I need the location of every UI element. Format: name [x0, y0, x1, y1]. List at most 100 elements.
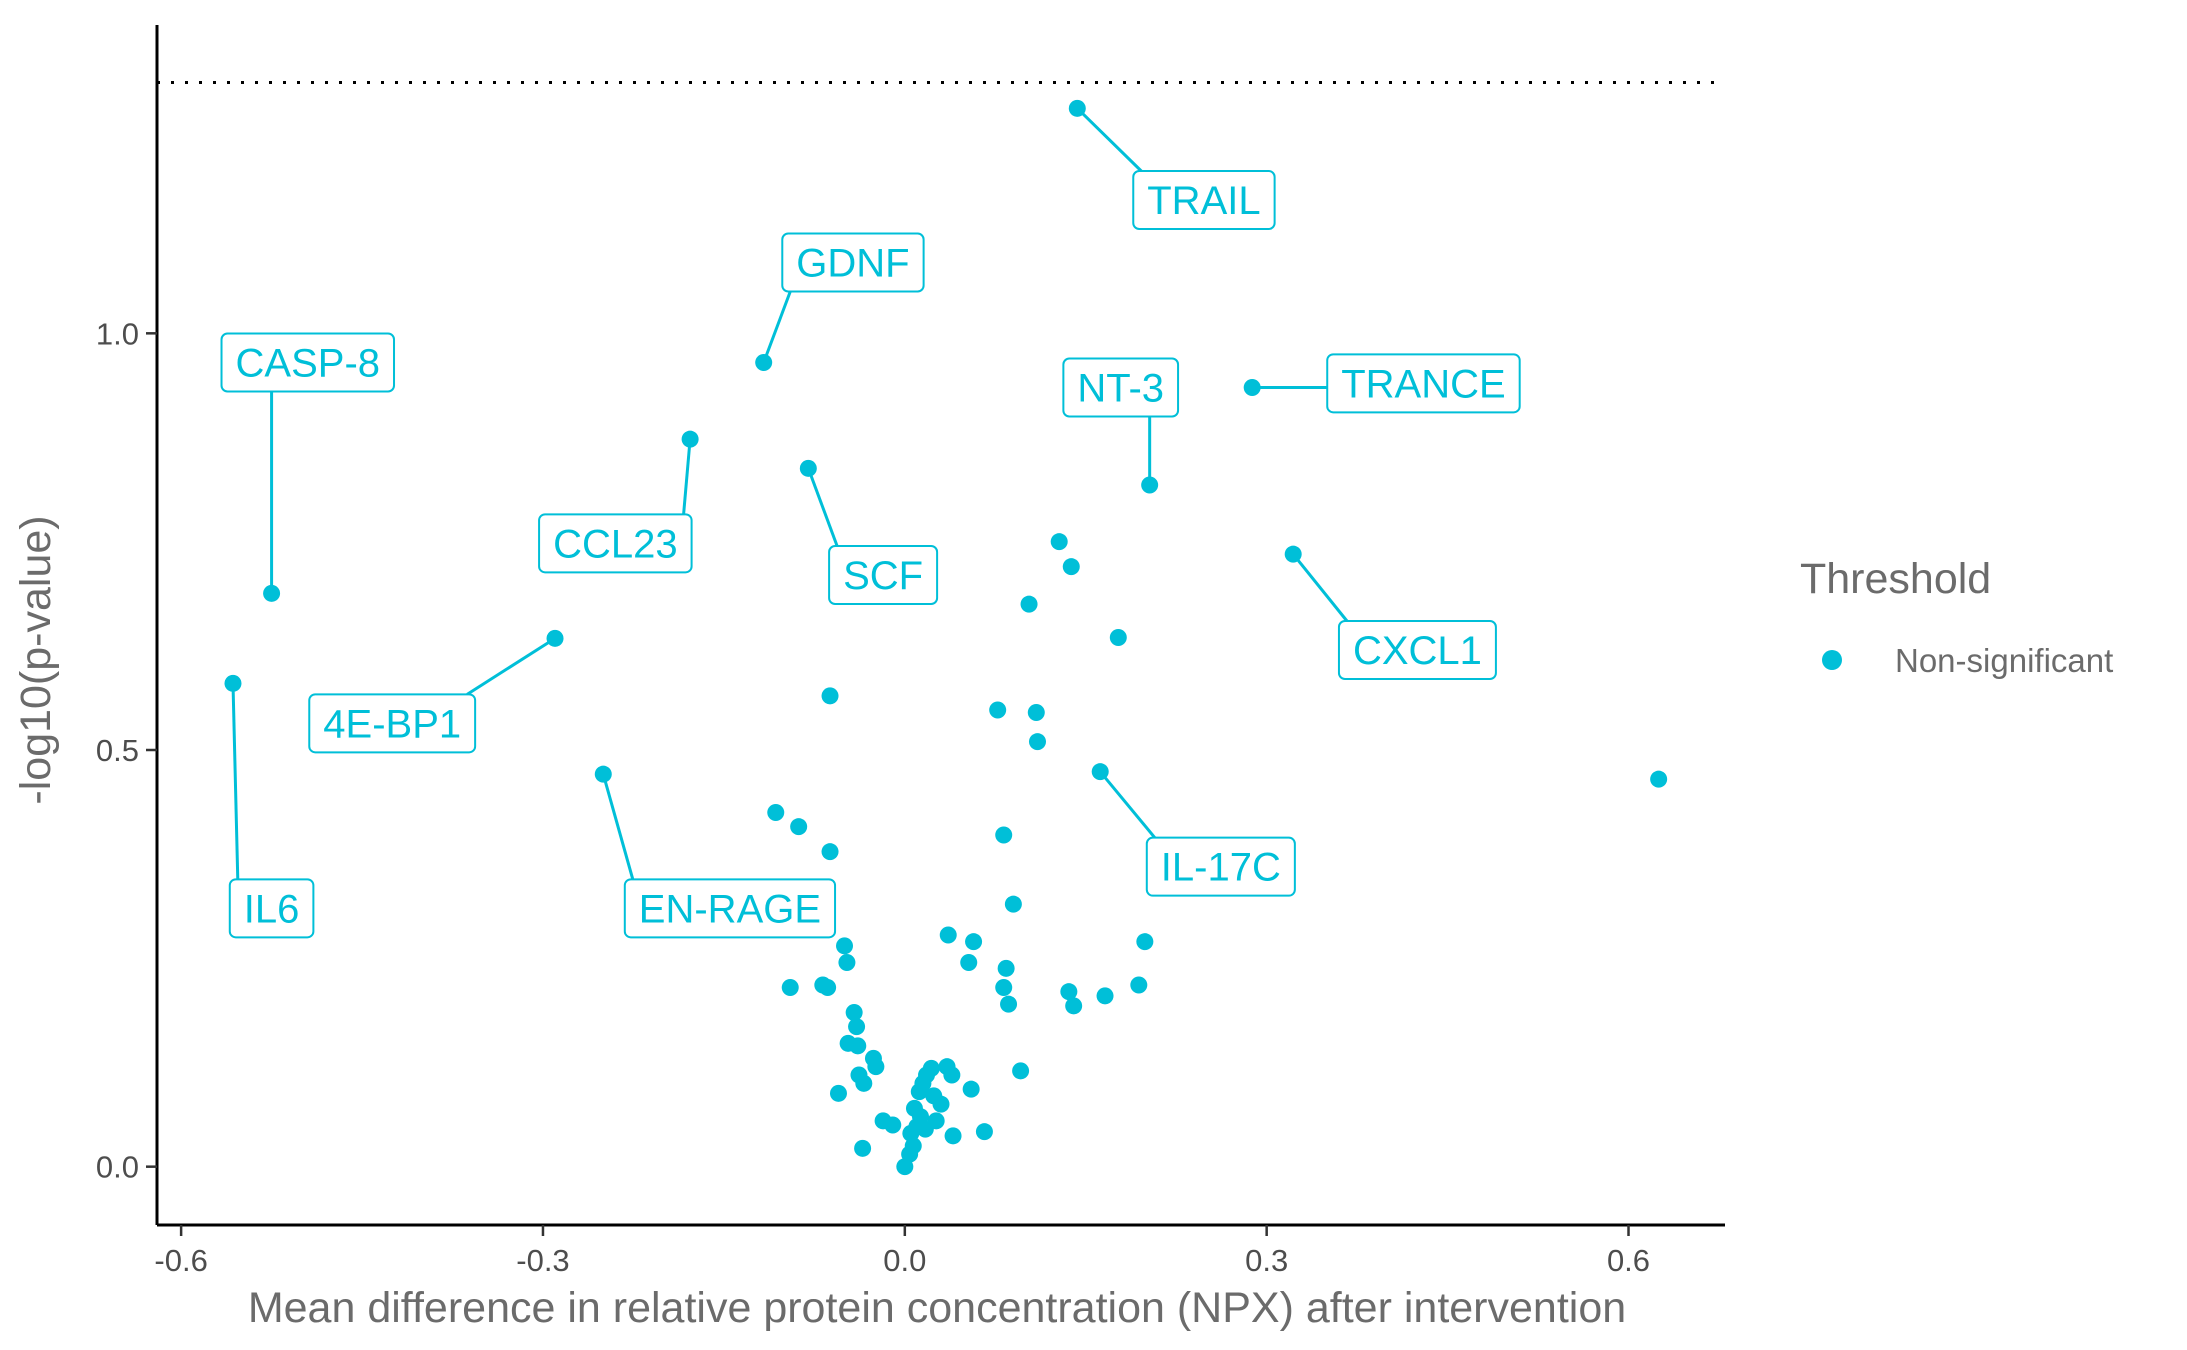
point-label-il-17c: IL-17C [1145, 836, 1296, 897]
data-point [224, 674, 242, 692]
legend-key-non-significant [1822, 650, 1842, 670]
label-connectors [231, 107, 1349, 880]
label-text: EN-RAGE [639, 887, 821, 931]
data-point [975, 1123, 993, 1141]
label-connector [806, 467, 839, 547]
data-point [960, 954, 978, 971]
data-point [1050, 533, 1068, 551]
point-label-gdnf: GDNF [781, 232, 925, 293]
x-axis-ticks: -0.6 -0.3 0.0 0.3 0.6 [154, 1225, 1650, 1278]
label-box [538, 513, 693, 574]
data-point [836, 937, 854, 955]
x-tick-label: 0.0 [883, 1243, 926, 1278]
data-point [910, 1083, 928, 1101]
data-point [854, 1139, 872, 1157]
data-point [1012, 1062, 1030, 1080]
point-label-scf: SCF [828, 545, 939, 605]
data-point [904, 1137, 922, 1155]
data-point [1028, 733, 1046, 751]
data-point [1243, 379, 1261, 396]
data-point [819, 979, 837, 996]
data-point [944, 1127, 962, 1145]
point-label-ccl23: CCL23 [538, 513, 693, 574]
y-tick-label: 1.0 [96, 316, 139, 351]
data-point [755, 354, 773, 371]
point-label-4e-bp1: 4E-BP1 [308, 693, 477, 754]
data-point [845, 1004, 863, 1021]
label-box [228, 878, 315, 939]
data-point [896, 1158, 914, 1176]
data-point [263, 584, 281, 602]
label-box [308, 693, 477, 754]
legend-title: Threshold [1800, 555, 1991, 603]
label-text: GDNF [796, 242, 909, 286]
y-tick-label: 0.5 [96, 733, 139, 768]
data-point [1027, 704, 1045, 721]
y-tick-label: 0.0 [96, 1150, 139, 1185]
point-labels: TRAIL GDNF CASP-8 TRANCE NT-3 CCL23 SCF CXCL1 4E… [220, 170, 1521, 939]
data-point [1000, 995, 1018, 1013]
label-connector [1076, 107, 1143, 173]
label-box [1145, 836, 1296, 897]
data-point [939, 926, 957, 944]
label-text: TRAIL [1147, 179, 1260, 223]
data-point [1068, 99, 1086, 117]
legend: Threshold Non-significant [1800, 555, 2113, 679]
point-label-trail: TRAIL [1132, 170, 1276, 230]
data-point [997, 959, 1015, 977]
data-points [224, 99, 1668, 1176]
label-text: NT-3 [1077, 367, 1164, 411]
data-point [995, 979, 1013, 996]
point-label-il6: IL6 [228, 878, 315, 939]
label-box [781, 232, 925, 293]
y-axis-ticks: 0.0 0.5 1.0 [96, 316, 157, 1185]
data-point [855, 1074, 873, 1092]
label-connector [1099, 770, 1156, 839]
x-axis-title: Mean difference in relative protein conc… [248, 1284, 1626, 1332]
label-box [1132, 170, 1276, 230]
label-connector [601, 773, 635, 880]
label-text: 4E-BP1 [323, 702, 461, 746]
data-point [821, 843, 839, 861]
data-point [1065, 997, 1083, 1015]
point-label-en-rage: EN-RAGE [623, 878, 837, 939]
data-point [1136, 933, 1154, 951]
label-connector [466, 637, 556, 696]
label-text: CXCL1 [1353, 629, 1482, 673]
data-point [1020, 595, 1038, 613]
data-point [1060, 983, 1078, 1001]
data-point [989, 701, 1007, 719]
data-point [1091, 763, 1109, 781]
x-tick-label: -0.6 [154, 1243, 207, 1278]
point-label-nt-3: NT-3 [1062, 357, 1180, 418]
data-point [1062, 558, 1080, 576]
label-text: SCF [843, 554, 923, 598]
label-connector [231, 683, 240, 880]
label-box [1337, 620, 1497, 680]
data-point [790, 818, 808, 836]
data-point [838, 954, 856, 971]
y-axis-title: -log10(p-value) [12, 515, 60, 804]
data-point [995, 826, 1013, 844]
x-tick-label: 0.6 [1607, 1243, 1650, 1278]
data-point [799, 459, 817, 477]
label-box [623, 878, 837, 939]
label-text: CCL23 [553, 522, 678, 566]
point-label-trance: TRANCE [1326, 353, 1521, 414]
point-label-casp-8: CASP-8 [220, 332, 396, 393]
data-point [867, 1058, 885, 1076]
axes: -0.6 -0.3 0.0 0.3 0.6 0.0 0.5 1.0 [96, 25, 1725, 1278]
data-point [594, 765, 612, 783]
label-connector [1292, 553, 1349, 622]
data-point [849, 1037, 867, 1055]
data-point [821, 687, 839, 705]
data-point [1109, 629, 1127, 646]
label-text: IL-17C [1161, 846, 1281, 890]
data-point [781, 979, 799, 996]
data-point [546, 629, 564, 647]
x-tick-label: -0.3 [516, 1243, 569, 1278]
data-point [1004, 895, 1022, 913]
data-point [1130, 976, 1148, 994]
data-point [681, 430, 699, 448]
